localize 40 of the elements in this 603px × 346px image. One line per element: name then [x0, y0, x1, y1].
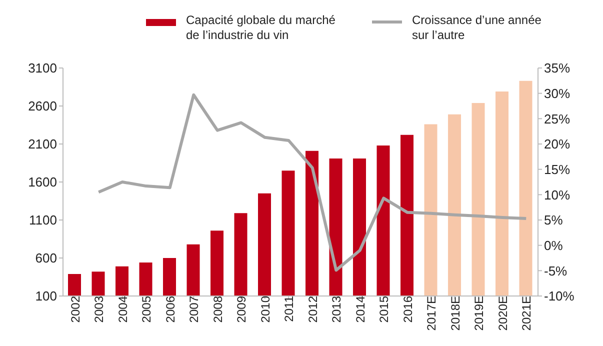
y-tick-label: 1100	[29, 212, 57, 228]
x-tick-label: 2005	[140, 296, 154, 323]
y2-tick-label: 5%	[544, 212, 564, 228]
y2-tick-label: 25%	[544, 111, 570, 126]
x-tick-label: 2013	[330, 296, 344, 323]
x-tick-label: 2008	[210, 296, 225, 323]
x-tick-label: 2003	[92, 296, 106, 323]
x-tick-label: 2007	[187, 296, 202, 323]
y-tick-label: 3100	[28, 60, 57, 76]
x-tick-label: 2012	[306, 296, 320, 323]
y-tick-label: 2100	[28, 136, 57, 152]
x-tick-label: 2018E	[448, 296, 462, 331]
y2-tick-label: -10%	[544, 288, 575, 304]
y2-tick-label: -5%	[544, 263, 568, 278]
y2-tick-label: 35%	[544, 60, 570, 76]
x-tick-label: 2015	[377, 296, 392, 323]
x-tick-label: 2020E	[496, 296, 510, 331]
x-tick-label: 2004	[116, 296, 130, 323]
x-tick-label: 2016	[400, 296, 415, 323]
x-tick-label: 2010	[258, 296, 272, 323]
x-tick-label: 2002	[68, 296, 82, 323]
x-tick-label: 2011	[282, 296, 296, 322]
x-tick-label: 2019E	[472, 296, 486, 331]
y-tick-label: 100	[35, 288, 57, 304]
y2-tick-label: 20%	[544, 136, 570, 152]
y2-tick-label: 0%	[544, 238, 564, 253]
y-tick-label: 600	[35, 250, 57, 266]
y2-tick-label: 30%	[544, 86, 570, 101]
x-tick-label: 2014	[353, 296, 368, 323]
legend-label: Capacité globale du marché de l’industrie du vin	[186, 13, 336, 43]
line-series	[97, 93, 528, 272]
x-tick-label: 2006	[163, 296, 178, 323]
y2-tick-label: 10%	[544, 187, 570, 202]
y2-tick-label: 15%	[544, 162, 570, 177]
y-tick-label: 2600	[28, 98, 57, 114]
x-tick-label: 2017E	[424, 296, 439, 331]
y-tick-label: 1600	[28, 174, 57, 190]
x-tick-label: 2009	[234, 296, 249, 323]
x-tick-label: 2021E	[520, 296, 534, 331]
legend-label: Croissance d’une année sur l’autre	[412, 13, 542, 43]
